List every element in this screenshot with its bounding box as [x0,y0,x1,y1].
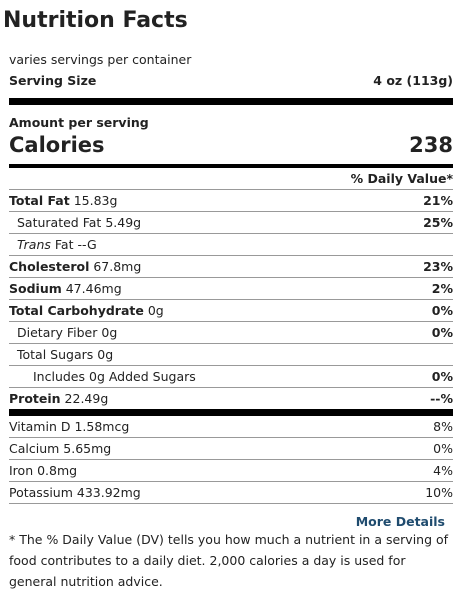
nutrient-name: Protein [9,391,61,406]
nutrient-amount: 0g [101,325,118,340]
daily-value: 25% [423,215,453,230]
nutrient-name: Trans [17,237,51,252]
nutrient-row: Total Sugars 0g [9,344,453,366]
nutrient: Cholesterol 67.8mg [9,259,141,274]
nutrient-row: Protein 22.49g --% [9,388,453,409]
nutrient-name: Vitamin D [9,419,71,434]
daily-value: 0% [431,369,453,384]
nutrient-amount: 47.46mg [65,281,122,296]
nutrient-row: Sodium 47.46mg 2% [9,278,453,300]
nutrient-amount: 15.83g [73,193,118,208]
nutrient-row: Potassium 433.92mg 10% [9,482,453,504]
nutrient-row: Total Carbohydrate 0g 0% [9,300,453,322]
nutrients: Total Fat 15.83g 21% Saturated Fat 5.49g 25… [9,190,453,409]
more-details-link[interactable]: More Details [355,514,445,529]
nutrient-amount: 433.92mg [76,485,141,500]
daily-value: 23% [423,259,453,274]
footnote: * The % Daily Value (DV) tells you how m… [9,532,449,589]
nutrient: Vitamin D 1.58mcg [9,419,129,434]
daily-value: 0% [431,303,453,318]
nutrient-name: Total Carbohydrate [9,303,144,318]
label-text: Calories [9,133,105,157]
nutrient: Total Carbohydrate 0g [9,303,164,318]
daily-value: 4% [433,463,453,478]
serving-size: Serving Size 4 oz (113g) [9,68,453,92]
label-text: Serving Size [9,72,97,88]
nutrient: Calcium 5.65mg [9,441,111,456]
nutrient-name: Includes 0g Added Sugars [33,369,196,384]
nutrient-name: Calcium [9,441,60,456]
nutrient: Total Sugars 0g [9,347,113,362]
nutrient-amount: 0g [147,303,164,318]
nutrient-row: Dietary Fiber 0g 0% [9,322,453,344]
nutrient-amount: 0.8mg [37,463,78,478]
nutrient: Saturated Fat 5.49g [9,215,141,230]
value-text: 4 oz (113g) [373,72,453,88]
nutrient-amount: 5.65mg [63,441,112,456]
divider [9,409,453,416]
nutrient-row: Trans Fat --G [9,234,453,256]
daily-value: 0% [431,325,453,340]
nutrient-name: Iron [9,463,34,478]
nutrient-row: Vitamin D 1.58mcg 8% [9,416,453,438]
dv-header-text: % Daily Value* [350,171,453,186]
nutrient-row: Total Fat 15.83g 21% [9,190,453,212]
vitamins: Vitamin D 1.58mcg 8% Calcium 5.65mg 0% Iron … [9,416,453,504]
nutrient-name: Potassium [9,485,73,500]
nutrient-name: Dietary Fiber [17,325,98,340]
nutrient: Sodium 47.46mg [9,281,122,296]
nutrient: Dietary Fiber 0g [9,325,117,340]
title: Nutrition Facts [3,8,188,33]
daily-value: 10% [425,485,453,500]
daily-value: 0% [433,441,453,456]
divider [9,164,453,168]
nutrient: Potassium 433.92mg [9,485,141,500]
nutrient-row: Cholesterol 67.8mg 23% [9,256,453,278]
calories: Calories 238 [9,130,453,160]
daily-value: --% [430,391,453,406]
nutrient-name: Sodium [9,281,62,296]
nutrient-row: Includes 0g Added Sugars 0% [9,366,453,388]
dv-header: % Daily Value* [9,168,453,190]
nutrient: Protein 22.49g [9,391,108,406]
nutrient-name: Cholesterol [9,259,90,274]
nutrient-amount: 5.49g [105,215,142,230]
nutrient-amount: 22.49g [64,391,109,406]
nutrient-name: Total Fat [9,193,70,208]
nutrient-amount: 1.58mcg [74,419,130,434]
nutrient-name: Total Sugars [17,347,94,362]
label: varies servings per container Serving Si… [3,50,459,592]
daily-value: 8% [433,419,453,434]
nutrient-row: Saturated Fat 5.49g 25% [9,212,453,234]
daily-value: 2% [431,281,453,296]
nutrient-amount: --G [77,237,97,252]
servings-text: varies servings per container [9,51,192,67]
amount-per-serving: Amount per serving [9,115,149,130]
nutrient: Total Fat 15.83g [9,193,117,208]
nutrient-row: Calcium 5.65mg 0% [9,438,453,460]
nutrient-row: Iron 0.8mg 4% [9,460,453,482]
daily-value: 21% [423,193,453,208]
divider [9,98,453,105]
nutrient-amount: 0g [97,347,114,362]
nutrient-amount: 67.8mg [93,259,142,274]
nutrient: Iron 0.8mg [9,463,77,478]
servings: varies servings per container [9,50,453,68]
nutrient: Includes 0g Added Sugars [9,369,196,384]
value-text: 238 [409,133,453,157]
nutrient-name: Saturated Fat [17,215,102,230]
nutrient-name: Fat [54,237,74,252]
nutrient: Trans Fat --G [9,237,97,252]
